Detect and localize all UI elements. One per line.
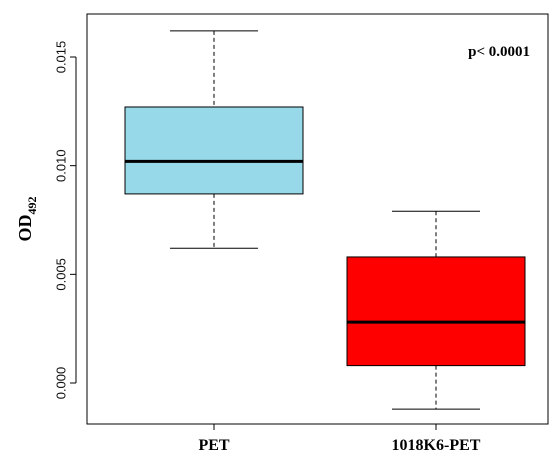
y-tick-label: 0.005: [53, 258, 68, 291]
y-axis: 0.000 0.005 0.010 0.015: [53, 41, 77, 400]
y-axis-label-subscript: 492: [25, 197, 39, 215]
annotation-pvalue: p< 0.0001: [468, 44, 530, 60]
x-axis: PET 1018K6-PET: [198, 423, 481, 454]
y-tick-label: 0.000: [53, 367, 68, 400]
box-1018k6-pet: [346, 210, 526, 410]
x-tick-label: PET: [198, 437, 229, 454]
box-pet: [124, 30, 304, 249]
y-axis-label-main: OD: [15, 214, 35, 241]
x-tick-label: 1018K6-PET: [392, 437, 481, 454]
y-axis-label: OD492: [15, 197, 39, 242]
y-tick-label: 0.010: [53, 149, 68, 182]
box-iqr: [346, 256, 526, 367]
y-tick-label: 0.015: [53, 41, 68, 74]
box-iqr: [124, 106, 304, 195]
box-group: [124, 30, 526, 410]
